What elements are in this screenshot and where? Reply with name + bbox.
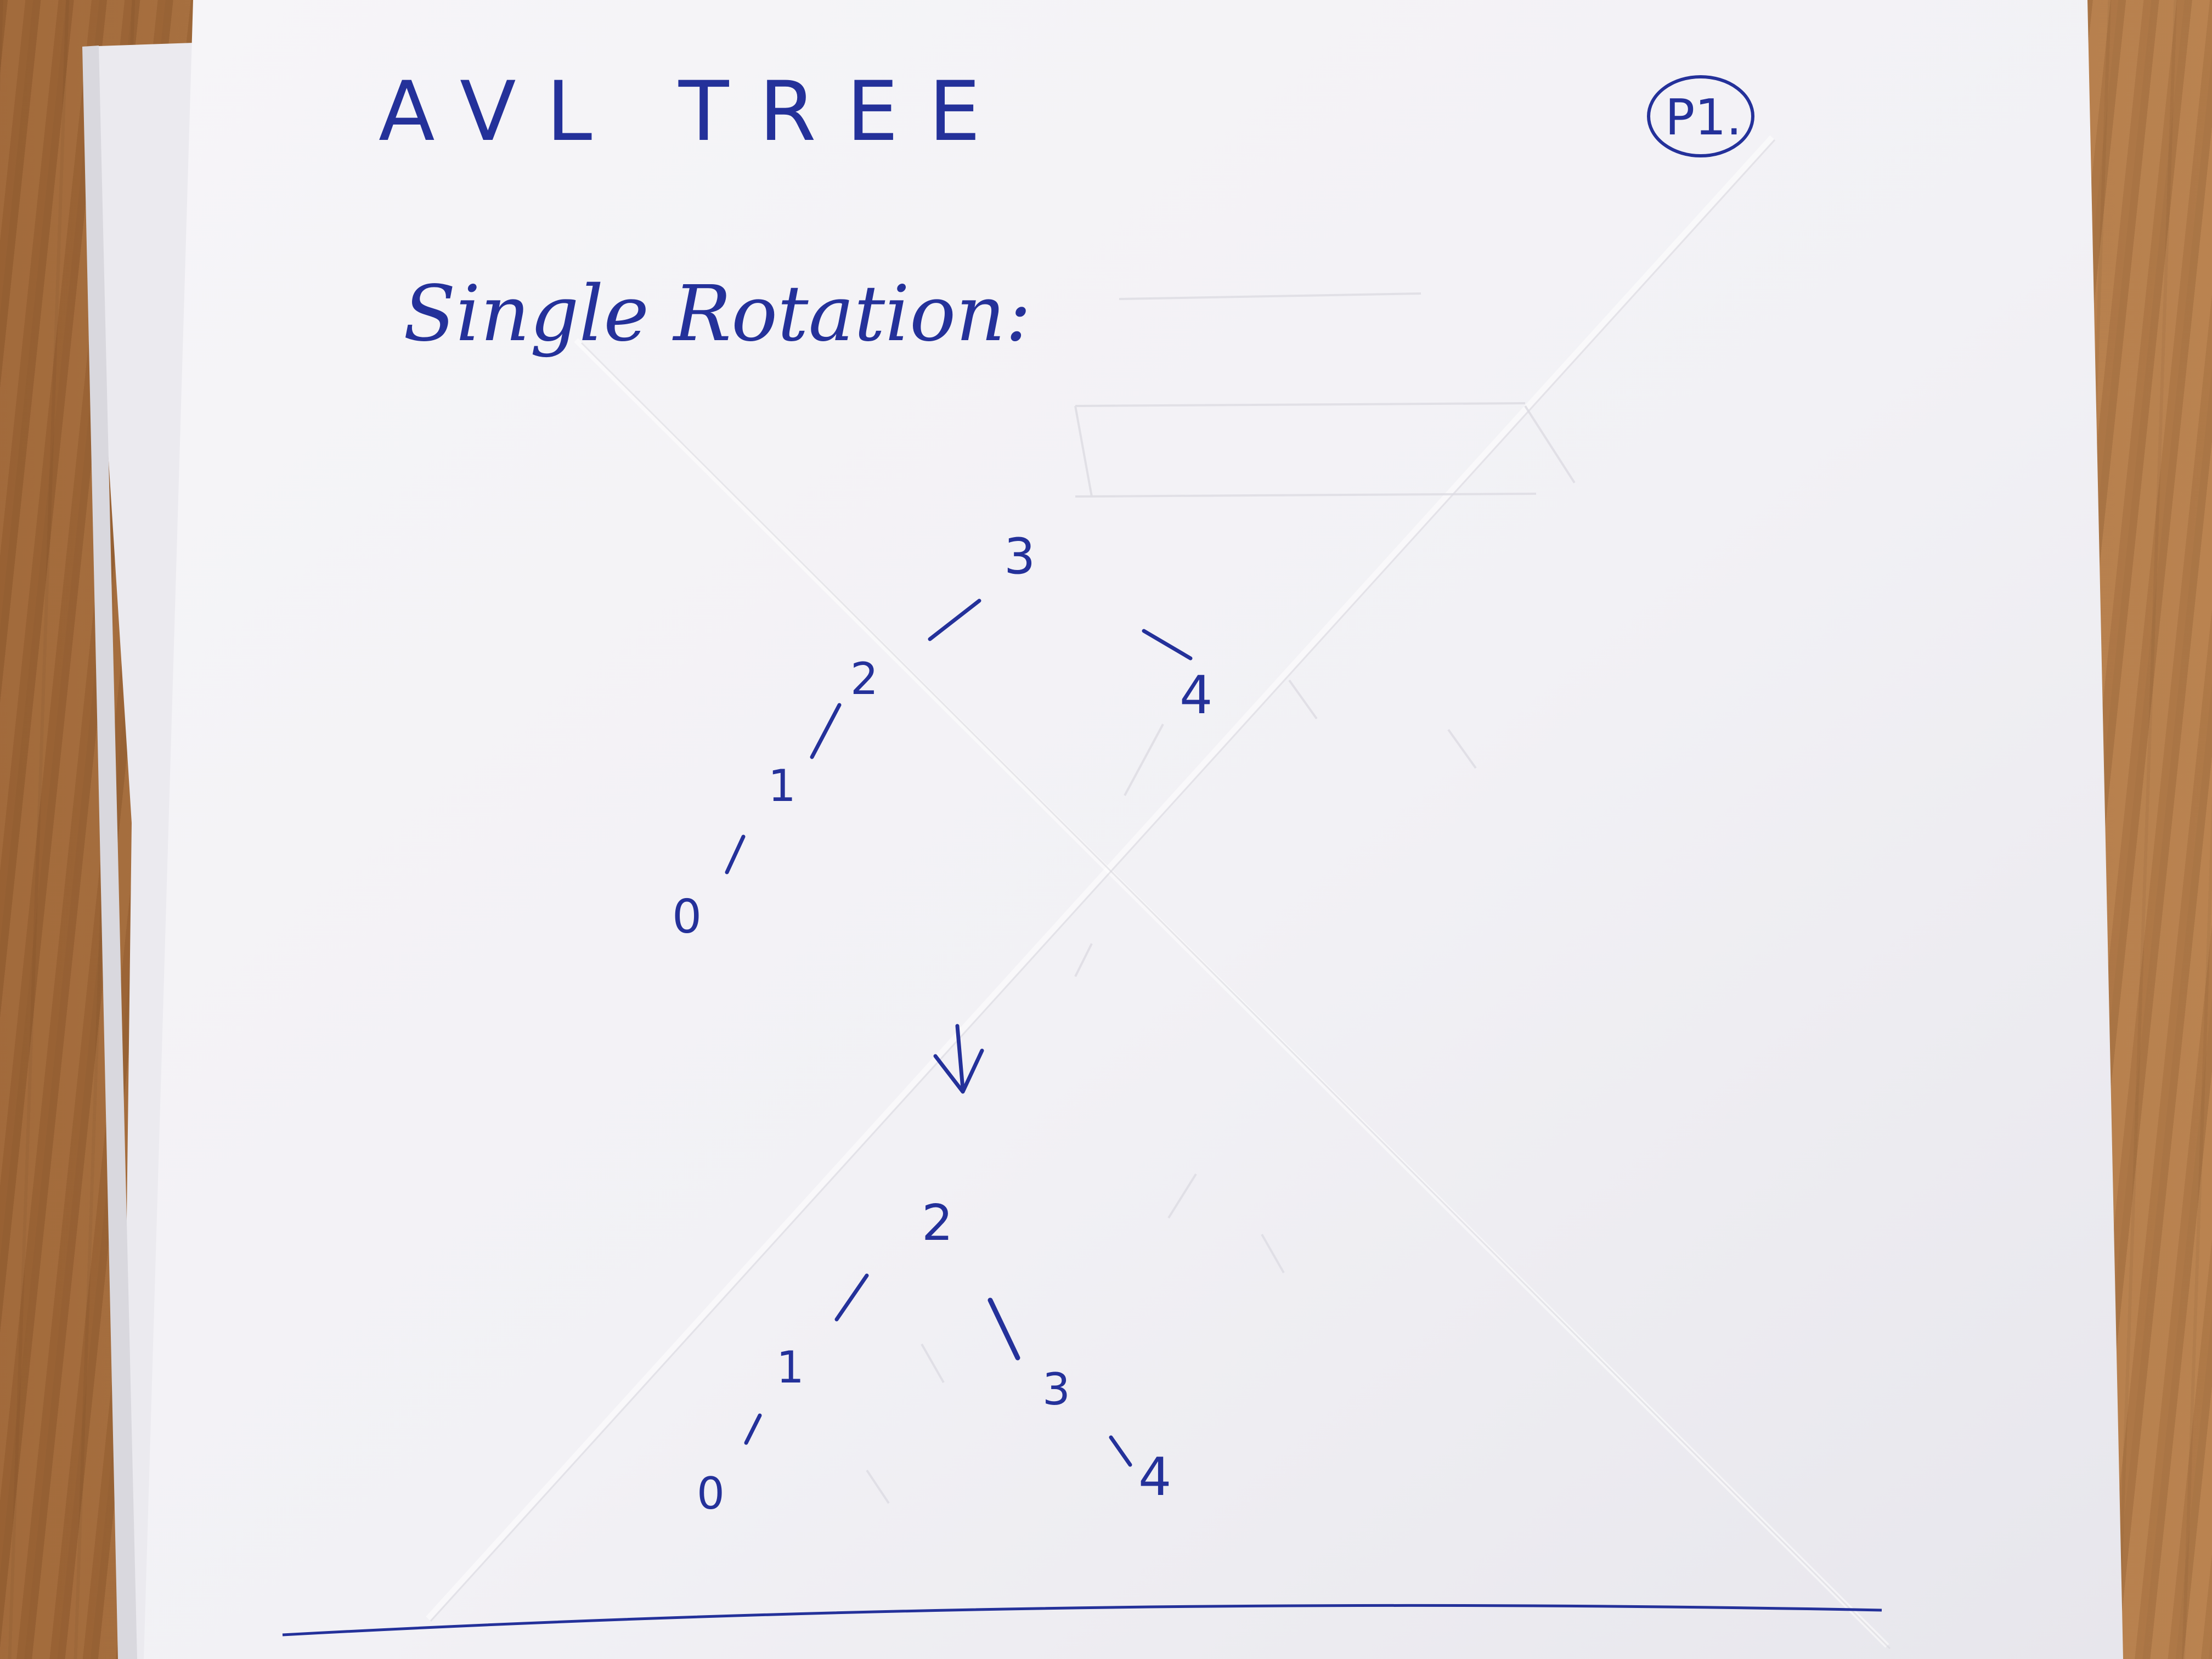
tree-node: 0: [697, 1468, 725, 1519]
tree-edge: [834, 1273, 869, 1322]
tree-node: 4: [1138, 1447, 1171, 1508]
tree-edge: [928, 599, 981, 641]
tree-edge: [988, 1297, 1020, 1361]
after-tree: 2 1 3 0 4: [697, 1194, 1171, 1519]
tree-edge: [725, 834, 746, 874]
tree-edge: [1142, 629, 1193, 661]
tree-node: 4: [1180, 665, 1212, 726]
bottom-rule-line: [282, 1604, 1882, 1637]
tree-node: 1: [776, 1342, 804, 1393]
tree-node: 3: [1004, 528, 1035, 585]
page-label-circle: [1647, 75, 1754, 157]
tree-node: 2: [922, 1194, 953, 1252]
page-title: AVL TREE: [379, 64, 1011, 160]
transition-arrow: [933, 1024, 984, 1094]
embossed-impressions: [866, 292, 1576, 1504]
tree-edge: [1109, 1435, 1132, 1467]
tree-edge: [810, 703, 842, 759]
tree-node: 0: [672, 890, 702, 944]
tree-node: 3: [1042, 1364, 1070, 1415]
section-heading: Single Rotation:: [403, 269, 1031, 359]
before-tree: 3 2 4 1 0: [672, 528, 1212, 944]
tree-edge: [744, 1413, 762, 1445]
tree-node: 1: [768, 760, 796, 811]
tree-node: 2: [850, 653, 878, 704]
page-label: P1.: [1665, 89, 1742, 146]
